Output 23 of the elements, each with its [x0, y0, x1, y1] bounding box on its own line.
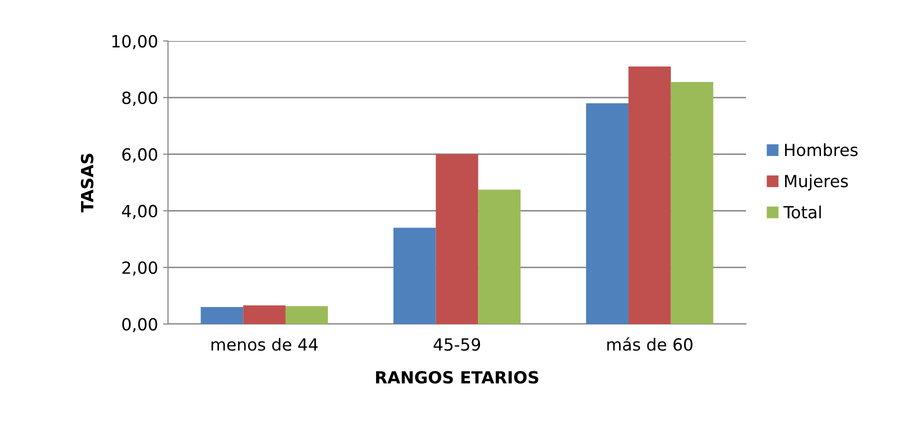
bar — [478, 190, 521, 324]
bar — [670, 82, 714, 324]
x-tick-label: menos de 44 — [212, 338, 318, 351]
y-axis-title: TASAS — [80, 154, 94, 212]
x-tick-label: más de 60 — [607, 337, 692, 351]
bar — [200, 307, 244, 324]
bar — [436, 154, 478, 324]
y-tick-label: 10,00 — [112, 34, 158, 50]
bar — [586, 103, 628, 324]
y-tick-label: 8,00 — [122, 92, 158, 106]
y-tick-label: 4,00 — [122, 204, 158, 220]
bar — [243, 305, 286, 324]
y-tick-label: 2,00 — [122, 261, 158, 276]
legend-label: Hombres — [785, 143, 858, 156]
bar — [393, 228, 436, 324]
bar — [286, 306, 328, 324]
legend-label: Mujeres — [785, 174, 848, 191]
x-tick-label: 45-59 — [434, 338, 480, 351]
bar — [628, 66, 671, 324]
x-axis-title: RANGOS ETARIOS — [376, 370, 538, 384]
y-tick-label: 6,00 — [122, 148, 158, 162]
legend-label: Total — [783, 206, 821, 218]
y-tick-label: 0,00 — [122, 318, 158, 332]
